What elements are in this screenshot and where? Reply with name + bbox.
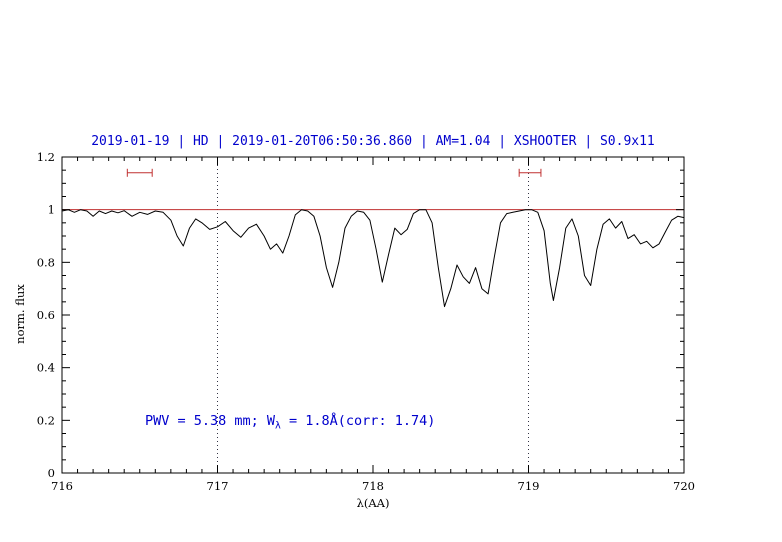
- plot-title: 2019-01-19 | HD | 2019-01-20T06:50:36.86…: [91, 134, 655, 149]
- x-tick-label: 716: [51, 479, 73, 493]
- y-tick-label: 1: [48, 203, 55, 217]
- pwv-annotation-subscript: λ: [275, 420, 281, 432]
- x-tick-label: 720: [673, 479, 695, 493]
- y-tick-label: 0.4: [37, 361, 55, 375]
- x-tick-label: 717: [207, 479, 229, 493]
- pwv-annotation-suffix: = 1.8Å(corr: 1.74): [280, 413, 436, 429]
- x-tick-label: 719: [518, 479, 540, 493]
- y-tick-label: 0.6: [37, 308, 55, 322]
- y-tick-label: 0.8: [37, 255, 55, 269]
- y-tick-label: 0: [48, 466, 55, 480]
- y-axis-label: norm. flux: [13, 284, 27, 344]
- y-tick-label: 0.2: [37, 413, 55, 427]
- x-tick-label: 718: [362, 479, 384, 493]
- x-axis-label: λ(AA): [356, 496, 390, 510]
- y-tick-label: 1.2: [37, 150, 55, 164]
- pwv-annotation: PWV = 5.38 mm; Wλ = 1.8Å(corr: 1.74): [145, 413, 435, 432]
- pwv-annotation-prefix: PWV = 5.38 mm; W: [145, 413, 276, 429]
- spectrum-line: [61, 209, 685, 308]
